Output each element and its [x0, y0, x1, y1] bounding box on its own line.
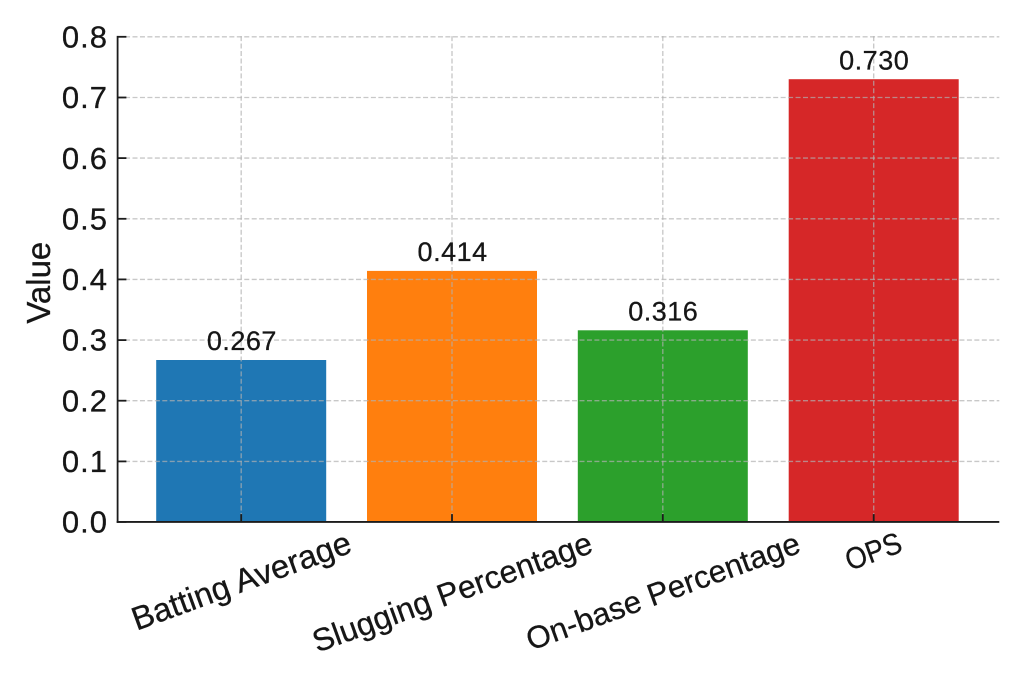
- svg-text:0.2: 0.2: [62, 383, 108, 418]
- svg-text:0.6: 0.6: [62, 141, 108, 176]
- svg-text:Value: Value: [20, 242, 57, 324]
- svg-text:0.7: 0.7: [62, 80, 108, 115]
- svg-text:0.267: 0.267: [207, 326, 277, 356]
- svg-text:0.4: 0.4: [62, 262, 108, 297]
- svg-text:0.5: 0.5: [62, 201, 108, 236]
- svg-text:0.1: 0.1: [62, 444, 108, 479]
- svg-text:0.0: 0.0: [62, 505, 108, 540]
- svg-text:0.8: 0.8: [62, 20, 108, 55]
- svg-text:0.316: 0.316: [628, 296, 698, 326]
- svg-text:0.3: 0.3: [62, 323, 108, 358]
- svg-text:0.730: 0.730: [839, 45, 909, 75]
- svg-text:0.414: 0.414: [418, 237, 488, 267]
